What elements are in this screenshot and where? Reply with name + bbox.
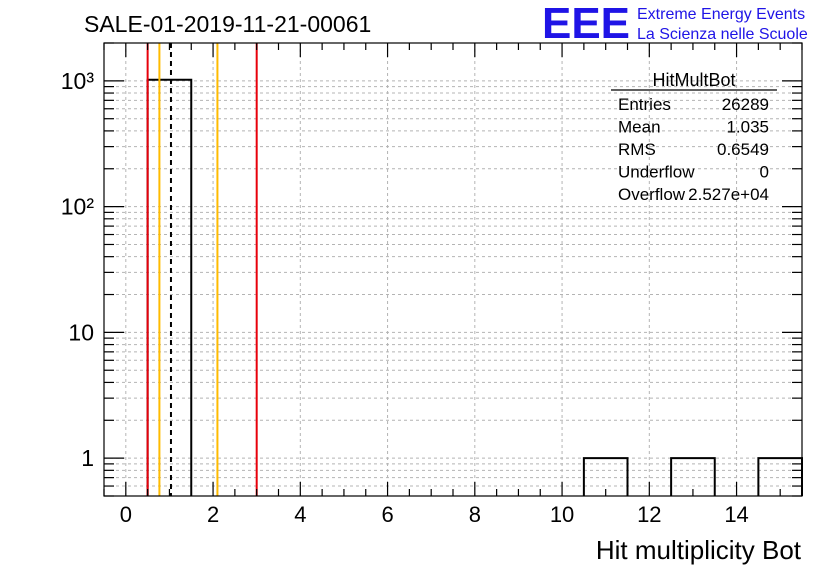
stats-rows: Entries 26289 Mean 1.035 RMS 0.6549 Underflow 0…	[618, 95, 769, 204]
x-tick-label: 6	[381, 502, 393, 527]
stats-title: HitMultBot	[652, 70, 735, 90]
x-tick-label: 12	[637, 502, 661, 527]
x-tick-label: 14	[724, 502, 748, 527]
x-tick-label: 0	[120, 502, 132, 527]
eee-logo-text: EEE	[542, 0, 630, 48]
x-tick-labels: 0 2 4 6 8 10 12 14	[120, 502, 749, 527]
y-tick-label: 10³	[61, 68, 95, 94]
brand-line-2: La Scienza nelle Scuole	[637, 26, 808, 43]
x-tick-label: 4	[294, 502, 306, 527]
stats-row-label: Mean	[618, 118, 661, 137]
axis-ticks	[103, 42, 803, 497]
stats-row-value: 1.035	[726, 118, 769, 137]
y-tick-labels: 1 10 10² 10³	[61, 68, 95, 471]
grid	[104, 42, 802, 497]
stats-box: HitMultBot Entries 26289 Mean 1.035 RMS 0.654…	[611, 70, 777, 204]
histogram-bin	[670, 457, 716, 496]
stats-row-value: 0	[760, 163, 769, 182]
y-tick-label: 10	[68, 319, 94, 345]
stats-row-value: 0.6549	[717, 140, 769, 159]
eee-logo: EEE Extreme Energy Events La Scienza nel…	[542, 0, 808, 48]
x-tick-label: 2	[207, 502, 219, 527]
marker-lines	[146, 43, 258, 496]
stats-row-label: Underflow	[618, 163, 695, 182]
x-tick-label: 8	[469, 502, 481, 527]
stats-row-value: 2.527e+04	[688, 185, 769, 204]
brand-line-1: Extreme Energy Events	[637, 6, 805, 23]
stats-row-label: RMS	[618, 140, 656, 159]
stats-row-value: 26289	[722, 95, 769, 114]
histogram-bin	[582, 457, 629, 496]
y-tick-label: 10²	[61, 194, 95, 220]
stats-row-label: Entries	[618, 95, 671, 114]
run-title: SALE-01-2019-11-21-00061	[84, 11, 371, 37]
stats-row-label: Overflow	[618, 185, 686, 204]
y-tick-label: 1	[81, 445, 94, 471]
x-axis-label: Hit multiplicity Bot	[596, 535, 802, 565]
x-tick-label: 10	[550, 502, 574, 527]
